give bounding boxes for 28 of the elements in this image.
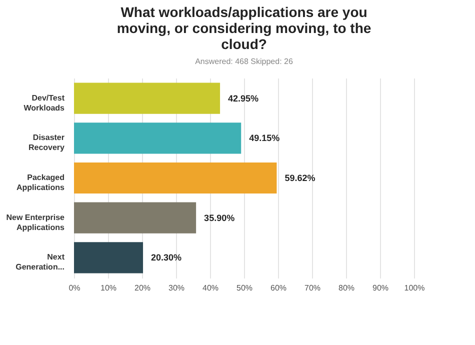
x-tick-label: 30% [168,284,185,292]
x-tick-label: 100% [404,284,425,292]
bar [74,242,144,274]
x-tick-label: 90% [372,284,389,292]
y-tick-label: Disaster Recovery [28,133,66,152]
x-tick-label: 50% [236,284,253,292]
data-label: 20.30% [151,252,182,263]
chart-subtitle: Answered: 468 Skipped: 26 [195,57,294,66]
y-tick-label: Dev/Test Workloads [24,93,66,112]
bar [74,122,242,154]
x-tick-label: 70% [304,284,321,292]
bar [74,202,196,234]
x-tick-label: 0% [68,284,80,292]
x-tick-label: 10% [100,284,117,292]
chart-title: What workloads/applications are you moving, or considering moving, to the cloud? [116,4,372,52]
bar [74,162,277,194]
x-tick-label: 20% [134,284,151,292]
y-tick-label: New Enterprise Applications [6,212,66,232]
y-tick-label: Packaged Applications [16,173,66,192]
bar [74,82,220,114]
data-label: 42.95% [228,93,259,104]
y-tick-label: Next Generation... [16,252,65,272]
x-tick-label: 80% [338,284,355,292]
data-label: 35.90% [204,212,235,223]
x-tick-label: 60% [270,284,287,292]
data-label: 49.15% [249,133,280,144]
x-tick-label: 40% [202,284,219,292]
data-label: 59.62% [284,173,316,183]
